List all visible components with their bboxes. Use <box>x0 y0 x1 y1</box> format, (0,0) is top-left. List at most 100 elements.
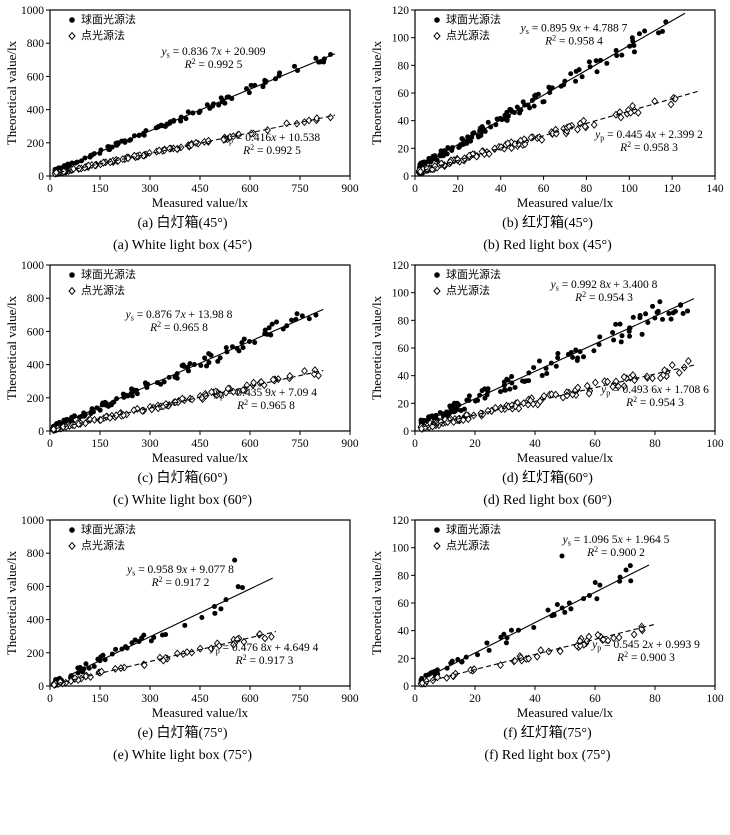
data-point-diamond <box>211 387 219 396</box>
data-point-diamond <box>239 386 247 395</box>
data-point-diamond <box>81 672 89 681</box>
data-point-diamond <box>178 394 186 403</box>
data-point-circle <box>208 352 214 358</box>
y-tick-label: 200 <box>26 138 44 150</box>
caption-f: (f) 红灯箱(75°) (f) Red light box (75°) <box>365 722 730 767</box>
y-tick-label: 0 <box>403 171 409 183</box>
x-tick-label: 40 <box>529 438 541 450</box>
legend-diamond-open-icon <box>67 286 76 296</box>
data-point-diamond <box>629 371 636 380</box>
x-tick-label: 20 <box>469 693 481 705</box>
data-point-diamond <box>261 634 268 643</box>
data-point-circle <box>475 133 481 139</box>
x-tick-label: 750 <box>291 183 309 195</box>
data-point-circle <box>641 28 647 34</box>
scatter-plot-white-45: 0 150 300 450 600 750 900 0 200 400 600 800 1000 Meas… <box>4 5 359 210</box>
data-point-diamond <box>224 384 232 393</box>
data-point-circle <box>82 661 88 667</box>
data-point-circle <box>546 85 552 91</box>
fit-equation: yp = 0.545 2x + 0.993 9 <box>591 639 700 653</box>
data-point-circle <box>215 102 221 108</box>
data-point-diamond <box>573 125 581 134</box>
data-point-diamond <box>556 647 564 656</box>
caption-b-chinese: (b) 红灯箱(45°) <box>502 216 593 231</box>
y-tick-label: 60 <box>397 598 409 610</box>
data-point-circle <box>659 28 665 34</box>
data-point-circle <box>185 109 191 115</box>
x-tick-label: 900 <box>341 438 359 450</box>
data-point-diamond <box>465 151 473 160</box>
fit-r-squared: R2 = 0.954 3 <box>625 395 684 409</box>
data-point-diamond <box>267 632 275 641</box>
data-point-circle <box>461 406 467 412</box>
fit-equation: yp = 0.435 9x + 7.09 4 <box>214 387 317 401</box>
data-point-circle <box>288 317 294 323</box>
y-tick-label: 800 <box>26 548 44 560</box>
fit-equation: ys = 0.992 8x + 3.400 8 <box>549 279 657 293</box>
caption-e-english: (e) White light box (75°) <box>112 748 253 763</box>
x-tick-label: 20 <box>469 438 481 450</box>
data-point-diamond <box>533 652 541 661</box>
data-point-diamond <box>90 415 98 424</box>
legend-circle-filled-icon <box>433 17 440 23</box>
data-point-circle <box>670 310 676 316</box>
x-axis-label: Measured value/lx <box>516 195 613 210</box>
data-point-circle <box>449 658 455 664</box>
fit-line-s <box>423 298 694 423</box>
panel-d: 0 20 40 60 80 100 0 20 40 60 80 100 120 Measured valu… <box>365 257 730 512</box>
data-point-circle <box>320 59 326 65</box>
y-axis-label: Theoretical value/lx <box>4 40 19 145</box>
data-point-circle <box>91 664 97 670</box>
data-point-circle <box>198 615 204 621</box>
y-axis-label: Theoretical value/lx <box>369 295 384 400</box>
fit-line-p <box>58 114 335 173</box>
y-axis-label: Theoretical value/lx <box>4 550 19 655</box>
fit-line-p <box>423 364 694 428</box>
y-tick-label: 100 <box>391 33 409 45</box>
data-point-diamond <box>684 357 692 366</box>
legend-label: 点光源法 <box>446 28 490 42</box>
data-point-diamond <box>111 664 119 673</box>
data-point-circle <box>574 357 580 363</box>
caption-d-english: (d) Red light box (60°) <box>483 493 612 508</box>
data-point-circle <box>259 84 265 90</box>
data-point-circle <box>554 351 560 357</box>
data-point-diamond <box>579 116 587 125</box>
data-point-circle <box>97 654 103 660</box>
data-point-circle <box>425 156 431 162</box>
x-tick-label: 300 <box>141 693 159 705</box>
data-point-circle <box>596 342 602 348</box>
data-point-circle <box>567 71 573 77</box>
y-tick-label: 0 <box>38 681 44 693</box>
data-point-circle <box>451 400 457 406</box>
data-point-diamond <box>591 378 599 387</box>
fit-r-squared: R2 = 0.954 3 <box>574 290 633 304</box>
data-point-diamond <box>630 630 638 639</box>
data-point-diamond <box>59 422 67 431</box>
data-point-circle <box>450 409 456 415</box>
data-point-circle <box>503 640 509 646</box>
data-point-circle <box>440 153 446 159</box>
x-tick-label: 60 <box>537 183 549 195</box>
caption-c-english: (c) White light box (60°) <box>112 493 253 508</box>
data-point-circle <box>483 640 489 646</box>
data-point-circle <box>613 53 619 59</box>
data-point-circle <box>446 410 452 416</box>
data-point-circle <box>554 355 560 361</box>
data-point-circle <box>246 90 252 96</box>
scatter-plot-white-60: 0 150 300 450 600 750 900 0 200 400 600 800 1000 Meas… <box>4 260 359 465</box>
data-point-diamond <box>442 673 450 682</box>
y-tick-label: 20 <box>397 398 409 410</box>
legend-diamond-open-icon <box>67 31 76 41</box>
x-tick-label: 120 <box>663 183 681 195</box>
data-point-circle <box>579 74 585 80</box>
data-point-circle <box>223 345 229 351</box>
data-point-circle <box>594 69 600 75</box>
data-point-circle <box>217 606 223 612</box>
fit-equation: yp = 0.476 8x + 4.649 4 <box>209 642 318 656</box>
data-point-circle <box>596 582 602 588</box>
data-point-circle <box>586 59 592 65</box>
data-point-diamond <box>650 97 658 106</box>
data-point-diamond <box>49 425 57 434</box>
y-tick-label: 0 <box>38 171 44 183</box>
